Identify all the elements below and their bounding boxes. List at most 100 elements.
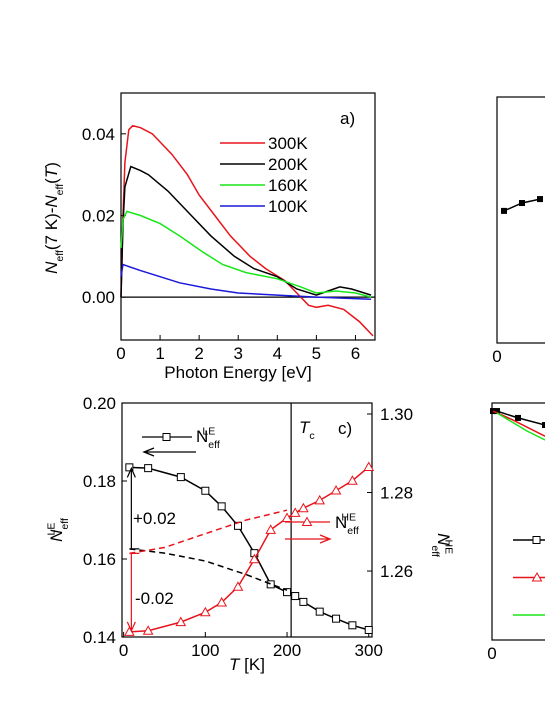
triangle-marker — [298, 502, 309, 513]
difference-arrow — [126, 466, 140, 550]
label-part: LE — [45, 523, 57, 536]
label-part: N — [42, 261, 61, 274]
annotation: -0.02 — [135, 589, 174, 608]
y-axis-label-group: NeffLE — [45, 518, 71, 542]
square-marker — [125, 463, 134, 472]
x-axis-label: Photon Energy [eV] — [164, 363, 311, 382]
square-marker — [299, 597, 308, 606]
label-part: c — [309, 430, 314, 442]
legend-label: 200K — [268, 155, 308, 174]
y-axis-label: Neff(7 K)-Neff(T) — [42, 162, 66, 274]
label-part: N — [42, 195, 61, 208]
triangle-marker — [142, 625, 154, 635]
x-tick-label: 2 — [194, 344, 203, 363]
label-part: eff — [208, 439, 220, 451]
legend-arrow — [285, 534, 332, 544]
label-part: LE — [202, 425, 215, 437]
label-part: HE — [341, 511, 356, 523]
square-marker — [348, 621, 357, 630]
square-marker — [217, 502, 226, 511]
panel-label: c) — [338, 419, 352, 438]
y2-axis-label-group: Neff HE — [429, 533, 455, 557]
x-tick-label: 3 — [233, 344, 242, 363]
x-tick-label: 0 — [487, 644, 496, 663]
square-marker — [537, 196, 543, 203]
y-axis-label-group: Neff(7 K)-Neff(T) — [42, 162, 66, 274]
y-tick-label: 0.20 — [83, 394, 116, 413]
label-part: N — [434, 533, 453, 546]
label-part: ) — [42, 162, 61, 168]
label-part: N — [335, 513, 347, 532]
y-tick-label: 0.16 — [83, 550, 116, 569]
x-tick-label: 100 — [191, 641, 219, 660]
label-part: eff — [429, 545, 441, 557]
x-tick-label: 6 — [351, 344, 360, 363]
label-part: [K] — [239, 655, 265, 674]
series-line — [120, 124, 374, 337]
x-axis-label: T [K] — [229, 655, 265, 674]
y-tick-label: 0.14 — [83, 628, 116, 647]
plot-frame — [120, 92, 376, 341]
legend-label: Neff LE — [196, 425, 220, 451]
triangle-marker — [175, 616, 187, 627]
difference-arrow — [126, 552, 140, 633]
triangle-marker — [314, 494, 326, 505]
legend-marker — [532, 536, 541, 544]
square-marker — [515, 414, 521, 421]
label-part: N — [196, 427, 208, 446]
square-marker — [519, 200, 525, 207]
y-axis-label: NeffLE — [45, 518, 71, 542]
square-marker — [332, 614, 341, 623]
y-tick-label: 0.02 — [82, 206, 115, 225]
triangle-marker — [281, 512, 293, 523]
square-marker — [144, 464, 153, 473]
panel-label: a) — [340, 109, 355, 128]
label-part: HE — [443, 540, 455, 555]
legend-arrow — [142, 447, 196, 457]
label-part: eff — [54, 250, 66, 262]
tc-label: Tc — [299, 418, 315, 442]
label-part: T — [299, 418, 311, 437]
triangle-marker — [265, 524, 277, 534]
y-tick-label: 0.18 — [83, 472, 116, 491]
x-tick-label: 0 — [492, 347, 501, 366]
label-part: ( — [42, 178, 61, 184]
x-tick-label: 300 — [355, 641, 383, 660]
label-part: eff — [59, 518, 71, 530]
label-part: (7 K)- — [42, 208, 61, 251]
square-marker — [176, 473, 185, 482]
x-tick-label: 0 — [116, 344, 125, 363]
label-part: eff — [54, 184, 66, 196]
square-marker — [291, 592, 300, 601]
x-tick-label: 0 — [119, 641, 128, 660]
series-line — [496, 412, 545, 441]
x-tick-label: 4 — [273, 344, 282, 363]
triangle-marker — [347, 475, 358, 485]
label-part: eff — [347, 525, 359, 537]
y2-tick-label: 1.28 — [380, 484, 413, 503]
square-marker — [542, 422, 545, 429]
legend-label: 300K — [268, 134, 308, 153]
triangle-marker — [289, 507, 301, 517]
triangle-marker — [330, 485, 342, 495]
plot-frame — [496, 96, 545, 344]
annotation: +0.02 — [133, 509, 176, 528]
y-tick-label: 0.00 — [82, 288, 115, 307]
y2-tick-label: 1.26 — [380, 562, 413, 581]
x-tick-label: 5 — [312, 344, 321, 363]
triangle-marker — [248, 553, 260, 564]
series-line — [120, 210, 372, 298]
square-marker — [201, 486, 210, 495]
series-line — [129, 548, 288, 591]
triangle-marker — [216, 596, 228, 607]
legend-label: 100K — [268, 197, 308, 216]
square-marker — [283, 588, 292, 597]
legend-label: Neff HE — [335, 511, 359, 537]
y-tick-label: 0.04 — [82, 125, 115, 144]
plot-frame — [491, 402, 545, 641]
legend-marker — [301, 516, 313, 526]
square-marker — [501, 207, 507, 214]
label-part: N — [47, 529, 66, 542]
x-tick-label: 1 — [155, 344, 164, 363]
